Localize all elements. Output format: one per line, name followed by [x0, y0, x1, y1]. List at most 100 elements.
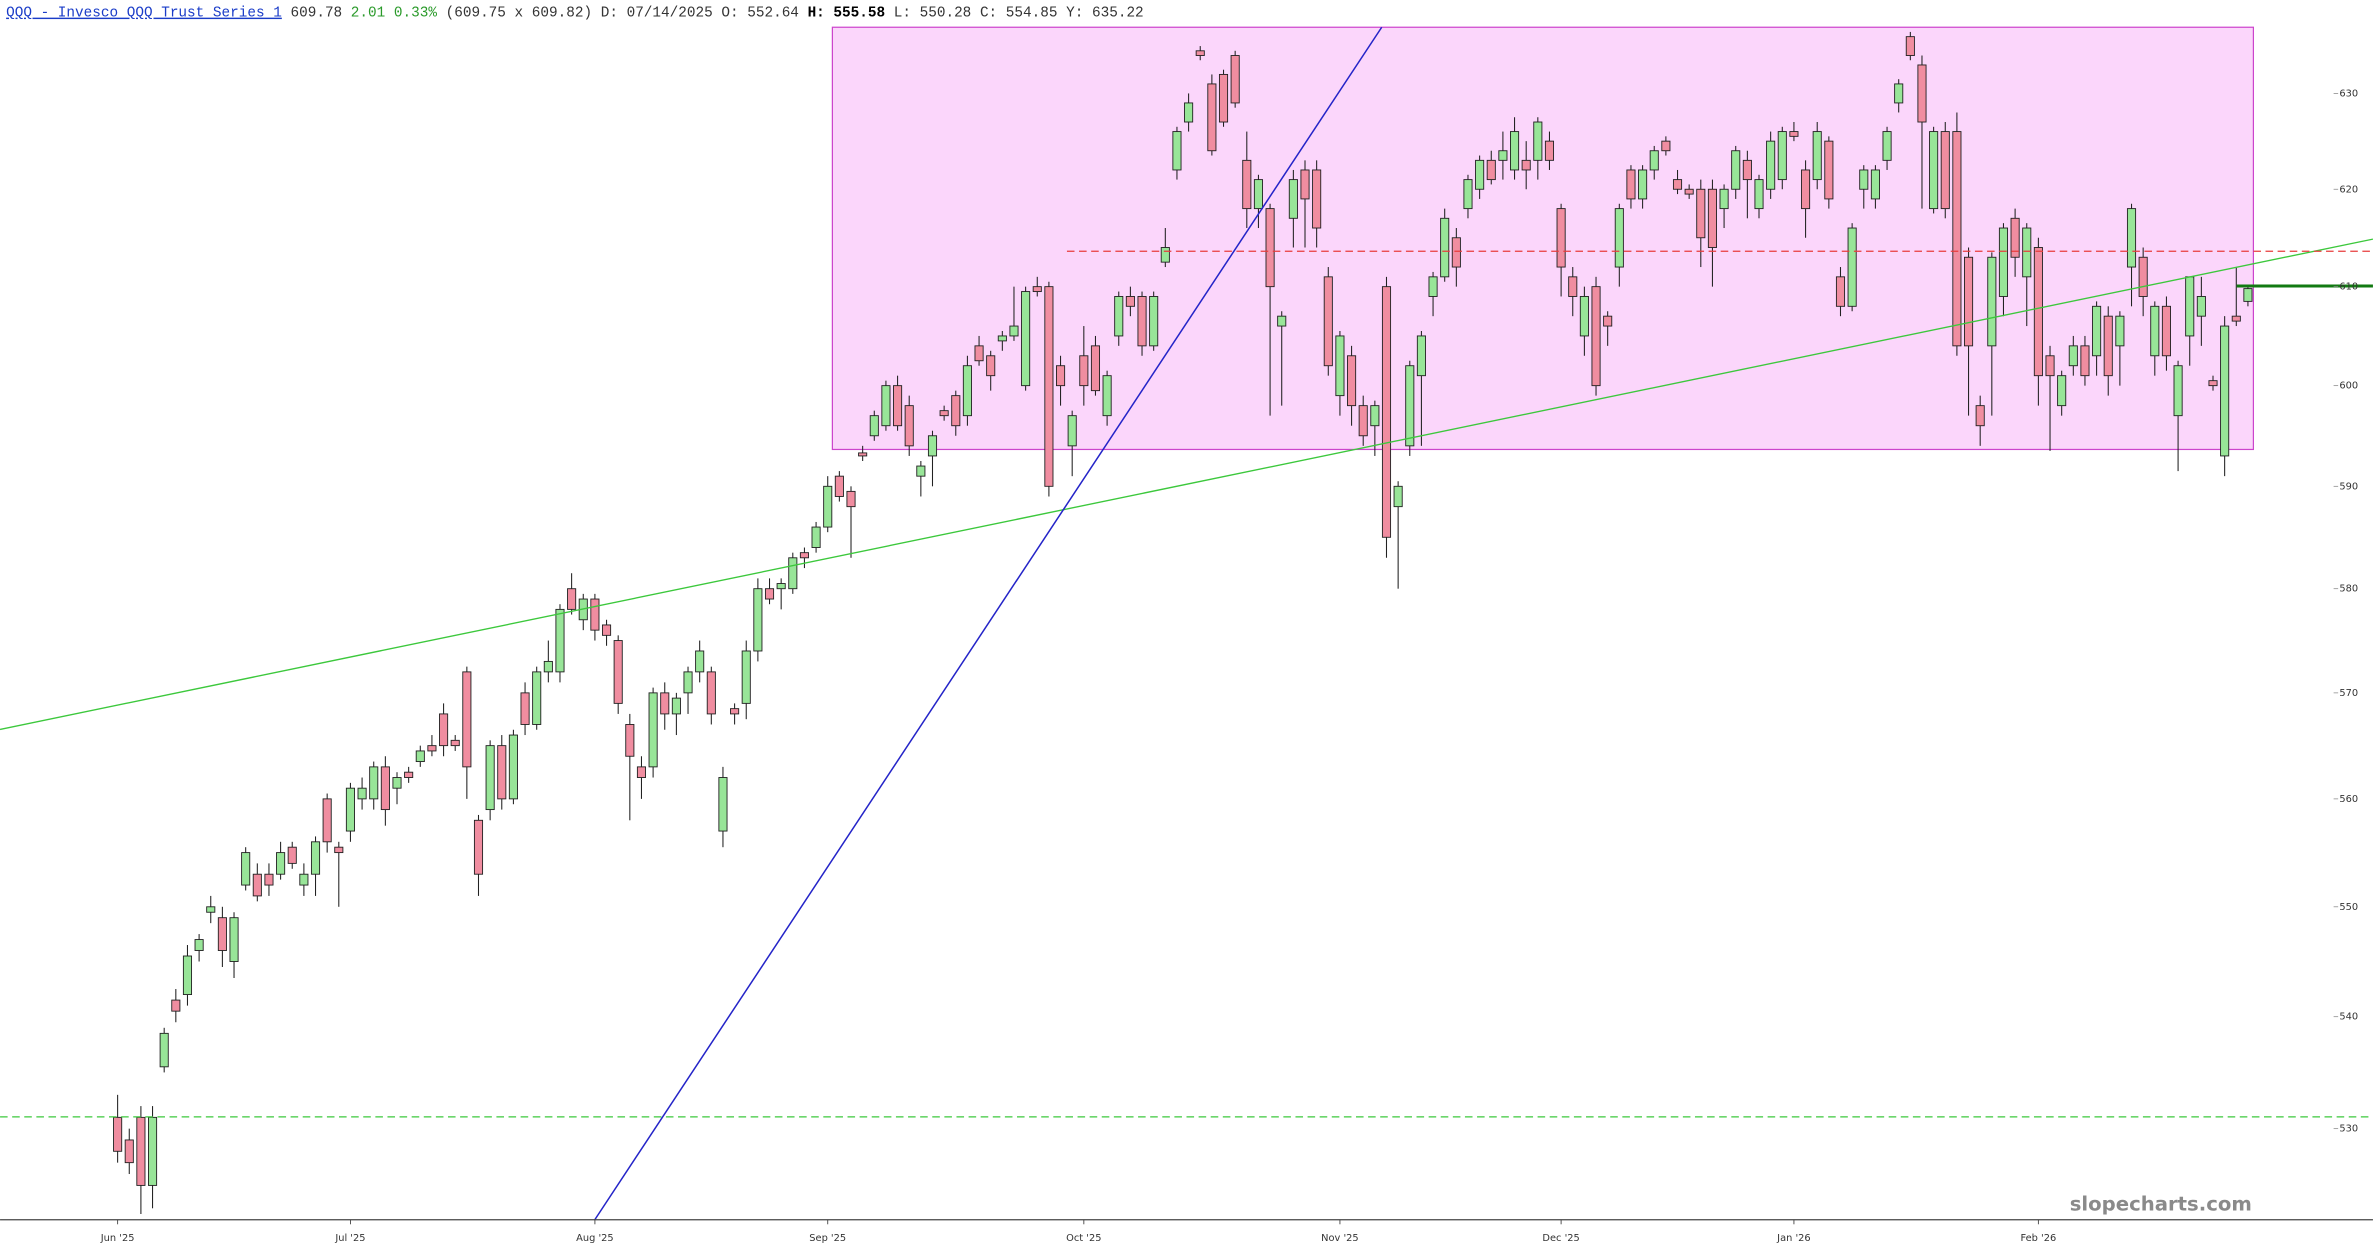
candle-body	[2220, 325, 2230, 457]
candle-body	[776, 583, 786, 590]
candle-body	[1929, 131, 1939, 210]
candle-body	[1870, 169, 1880, 200]
candle-body	[1044, 286, 1054, 487]
candle-body	[299, 873, 309, 886]
candle-body	[206, 906, 216, 913]
candle-body	[1114, 296, 1124, 337]
candle-body	[1964, 256, 1974, 347]
candle-body	[2045, 355, 2055, 377]
candle-body	[823, 485, 833, 528]
candle-body	[194, 939, 204, 951]
candle-body	[1579, 296, 1589, 337]
candle-body	[1742, 159, 1752, 181]
y-tick-label: 600	[2339, 381, 2358, 392]
candle-body	[974, 345, 984, 362]
candle-body	[439, 713, 449, 747]
candle-body	[2208, 380, 2218, 387]
candle-body	[287, 846, 297, 864]
x-tick-label: Jul '25	[334, 1233, 365, 1244]
candle-body	[1707, 188, 1717, 248]
candle-body	[846, 490, 856, 508]
candle-body	[1905, 36, 1915, 56]
candle-body	[636, 766, 647, 778]
trend-line	[0, 238, 2373, 731]
candle-body	[450, 739, 460, 747]
candle-body	[1533, 121, 1543, 161]
candle-body	[1102, 375, 1112, 417]
candle-body	[2196, 296, 2206, 317]
candle-body	[1649, 150, 1659, 171]
candle-body	[1952, 131, 1962, 347]
symbol-link[interactable]: QQQ - Invesco QQQ Trust Series 1	[6, 6, 282, 22]
candle-body	[741, 650, 751, 704]
y-tick-label: 540	[2339, 1012, 2358, 1023]
candle-body	[1242, 159, 1252, 210]
candle-body	[2022, 227, 2032, 278]
candle-body	[1405, 365, 1415, 447]
candle-body	[1544, 140, 1555, 161]
candle-body	[1975, 405, 1985, 427]
change: 2.01 0.33%	[351, 6, 438, 22]
candle-body	[1312, 169, 1322, 229]
candle-body	[1591, 286, 1601, 387]
candle-body	[1801, 169, 1811, 210]
candle-body	[2161, 305, 2171, 357]
candle-body	[1451, 237, 1461, 268]
candle-body	[1160, 247, 1170, 263]
candle-body	[858, 452, 868, 457]
candle-body	[904, 405, 914, 447]
candle-body	[1090, 345, 1101, 392]
candle-body	[1603, 315, 1613, 327]
y-tick-label: 560	[2339, 794, 2358, 805]
x-tick-label: Feb '26	[2021, 1233, 2057, 1244]
candle-body	[252, 873, 262, 897]
candle-body	[764, 588, 775, 600]
candle-body	[788, 557, 798, 590]
candle-body	[345, 787, 355, 832]
candle-body	[1149, 296, 1159, 347]
candle-body	[2057, 375, 2067, 407]
candle-body	[532, 671, 542, 725]
low: L: 550.28	[894, 6, 972, 22]
candle-body	[1556, 208, 1566, 268]
candle-body	[1393, 485, 1403, 508]
y-tick-label: 530	[2339, 1124, 2358, 1135]
candle-body	[2080, 345, 2090, 377]
candle-body	[1498, 150, 1508, 161]
candle-body	[380, 766, 390, 811]
candle-body	[1835, 276, 1846, 307]
candle-body	[625, 724, 635, 757]
candle-body	[893, 385, 903, 427]
candle-body	[1847, 227, 1857, 307]
candle-body	[1510, 131, 1520, 171]
candle-body	[695, 650, 705, 673]
candle-body	[1230, 55, 1240, 104]
candle-body	[1766, 140, 1776, 190]
trend-line	[594, 26, 1383, 1221]
candle-body	[1056, 365, 1066, 387]
candle-body	[2173, 365, 2183, 417]
candle-body	[1521, 159, 1531, 171]
candle-body	[182, 955, 193, 996]
candle-body	[2126, 208, 2137, 268]
candle-body	[1731, 150, 1741, 190]
candle-body	[753, 588, 763, 652]
candle-body	[241, 852, 251, 886]
candle-body	[1172, 131, 1182, 171]
candle-body	[2150, 305, 2160, 357]
candle-body	[392, 777, 402, 789]
candle-body	[1358, 405, 1368, 437]
candle-body	[1288, 179, 1298, 219]
candle-body	[2243, 288, 2253, 302]
candle-body	[1125, 296, 1135, 307]
candle-body	[834, 475, 844, 497]
last-price: 609.78	[290, 6, 342, 22]
candle-body	[2010, 217, 2020, 258]
candle-body	[1184, 102, 1194, 123]
candle-body	[1568, 276, 1578, 297]
candle-body	[334, 846, 344, 854]
candle-body	[264, 873, 274, 886]
x-tick-label: Sep '25	[809, 1233, 846, 1244]
